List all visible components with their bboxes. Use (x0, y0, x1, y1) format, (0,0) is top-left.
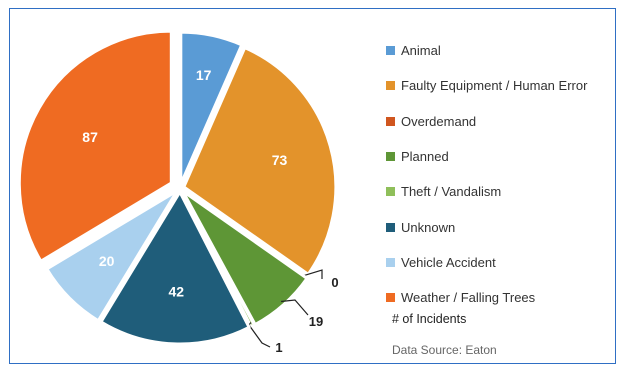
data-label-theft-vandalism: 1 (275, 340, 282, 355)
legend-item-overdemand: Overdemand (386, 104, 587, 139)
data-source: Data Source: Eaton (392, 343, 497, 357)
legend-swatch-planned (386, 152, 395, 162)
legend-label-faulty-equipment-human-error: Faulty Equipment / Human Error (401, 78, 588, 94)
legend-swatch-faulty-equipment-human-error (386, 81, 395, 91)
legend-swatch-weather-falling-trees (386, 293, 395, 303)
legend-label-animal: Animal (401, 43, 441, 59)
legend-label-overdemand: Overdemand (401, 113, 477, 129)
legend-label-vehicle-accident: Vehicle Accident (401, 254, 496, 270)
legend-swatch-animal (386, 46, 395, 56)
slice-animal (179, 30, 244, 186)
legend-label-weather-falling-trees: Weather / Falling Trees (401, 290, 536, 306)
data-label-weather-falling-trees: 87 (82, 129, 98, 145)
legend-item-vehicle-accident: Vehicle Accident (386, 245, 587, 280)
slice-vehicle-accident (45, 189, 179, 323)
slice-weather-falling-trees (17, 29, 173, 263)
slice-faulty-equipment-human-error (182, 46, 338, 276)
data-label-faulty-equipment-human-error: 73 (272, 152, 288, 168)
legend: Animal Faulty Equipment / Human Error Over… (386, 33, 587, 315)
data-label-vehicle-accident: 20 (99, 253, 115, 269)
legend-item-planned: Planned (386, 139, 587, 174)
data-label-unknown: 42 (168, 283, 184, 299)
data-label-animal: 17 (196, 67, 212, 83)
leader-line-planned (281, 299, 309, 316)
legend-swatch-overdemand (386, 116, 395, 126)
slice-unknown (99, 190, 251, 346)
legend-label-theft-vandalism: Theft / Vandalism (401, 184, 502, 200)
legend-item-faulty-equipment-human-error: Faulty Equipment / Human Error (386, 68, 587, 103)
legend-label-unknown: Unknown (401, 219, 456, 235)
legend-item-weather-falling-trees: Weather / Falling Trees (386, 280, 587, 315)
slice-theft-vandalism (180, 190, 256, 329)
legend-swatch-unknown (386, 222, 395, 232)
legend-item-unknown: Unknown (386, 209, 587, 244)
leader-line-theft-vandalism (248, 322, 271, 348)
legend-swatch-theft-vandalism (386, 187, 395, 197)
data-label-overdemand: 0 (331, 275, 338, 290)
legend-item-theft-vandalism: Theft / Vandalism (386, 174, 587, 209)
data-label-planned: 19 (309, 314, 323, 329)
legend-label-planned: Planned (401, 149, 449, 165)
legend-item-animal: Animal (386, 33, 587, 68)
legend-swatch-vehicle-accident (386, 257, 395, 267)
leader-line-overdemand (304, 269, 323, 279)
measure-label: # of Incidents (392, 312, 467, 326)
